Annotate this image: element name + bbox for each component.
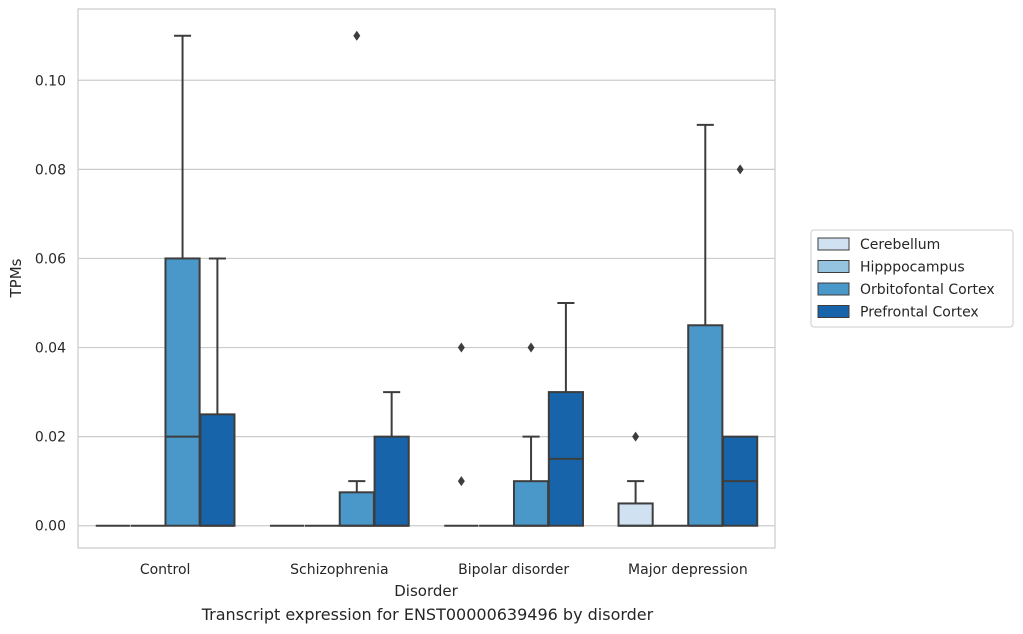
box xyxy=(617,502,654,527)
outlier-point xyxy=(457,342,465,353)
box-group xyxy=(444,302,584,527)
box-group xyxy=(95,34,236,527)
legend-swatch xyxy=(817,305,850,318)
legend-label: Cerebellum xyxy=(860,237,940,253)
outlier-point xyxy=(527,342,535,353)
outlier-point xyxy=(632,431,640,442)
box xyxy=(512,480,550,527)
box-groups xyxy=(95,30,759,527)
y-tick-labels: 0.00 0.02 0.04 0.06 0.08 0.10 xyxy=(35,73,66,534)
y-axis-label: TPMs xyxy=(7,258,25,298)
outlier-point xyxy=(353,30,361,41)
y-tick-label: 0.08 xyxy=(35,162,66,178)
legend-label: Prefrontal Cortex xyxy=(860,305,979,321)
box xyxy=(373,435,410,527)
y-tick-label: 0.02 xyxy=(35,430,66,446)
outlier-point xyxy=(736,164,744,175)
y-tick-label: 0.06 xyxy=(35,251,66,267)
y-tick-label: 0.00 xyxy=(35,519,66,535)
box xyxy=(199,413,236,527)
plot-frame xyxy=(77,8,776,549)
legend: Cerebellum Hipppocampus Orbitofontal Corte… xyxy=(810,229,1014,328)
x-tick-label: Bipolar disorder xyxy=(458,562,569,578)
box xyxy=(338,491,375,527)
x-tick-labels: Control Schizophrenia Bipolar disorder Majo… xyxy=(140,562,748,578)
box xyxy=(687,324,724,527)
figure-caption: Transcript expression for ENST0000063949… xyxy=(201,605,654,624)
y-tick-label: 0.10 xyxy=(35,73,66,89)
x-tick-label: Schizophrenia xyxy=(290,562,388,578)
x-tick-label: Major depression xyxy=(628,562,748,578)
legend-swatch xyxy=(817,282,850,296)
outlier-point xyxy=(457,476,465,487)
legend-swatch xyxy=(817,260,850,273)
x-axis-label: Disorder xyxy=(394,582,458,600)
box xyxy=(164,257,201,527)
legend-label: Orbitofontal Cortex xyxy=(860,282,995,298)
box-group xyxy=(270,30,410,527)
legend-frame xyxy=(810,229,1014,328)
box-group xyxy=(617,123,759,527)
x-tick-label: Control xyxy=(140,562,191,578)
y-tick-label: 0.04 xyxy=(35,341,66,357)
legend-swatch xyxy=(817,237,850,251)
legend-label: Hipppocampus xyxy=(860,260,965,276)
